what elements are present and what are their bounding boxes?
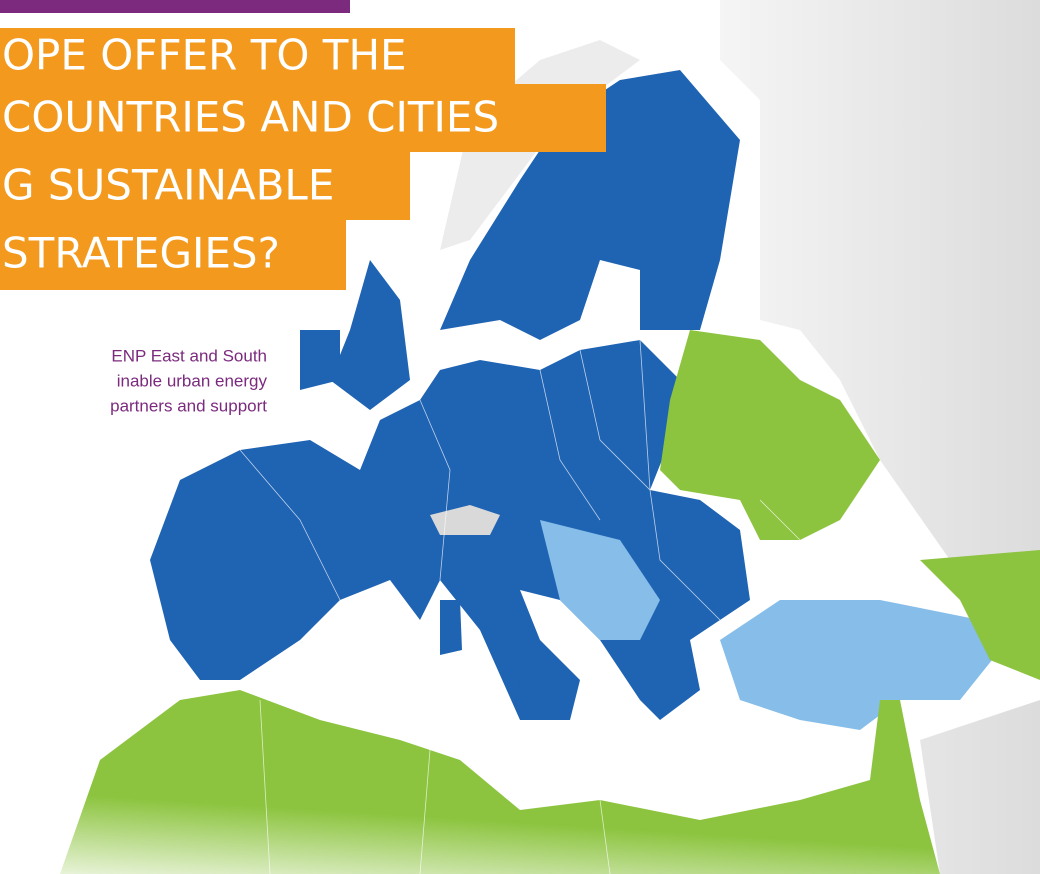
- page: OPE OFFER TO THE COUNTRIES AND CITIES G …: [0, 0, 1040, 874]
- body-text: ENP East and South inable urban energy p…: [110, 346, 267, 415]
- body-line: partners and support: [110, 396, 267, 415]
- body-line: ENP East and South: [111, 346, 267, 365]
- headline-line: OPE OFFER TO THE: [2, 31, 407, 80]
- headline-line: COUNTRIES AND CITIES: [2, 93, 499, 142]
- headline-line: STRATEGIES?: [2, 229, 280, 278]
- body-line: inable urban energy: [117, 371, 268, 390]
- headline-line: G SUSTAINABLE: [2, 161, 334, 210]
- eu-region: [300, 330, 340, 390]
- candidate-region: [720, 600, 1000, 730]
- top-bar: [0, 0, 350, 13]
